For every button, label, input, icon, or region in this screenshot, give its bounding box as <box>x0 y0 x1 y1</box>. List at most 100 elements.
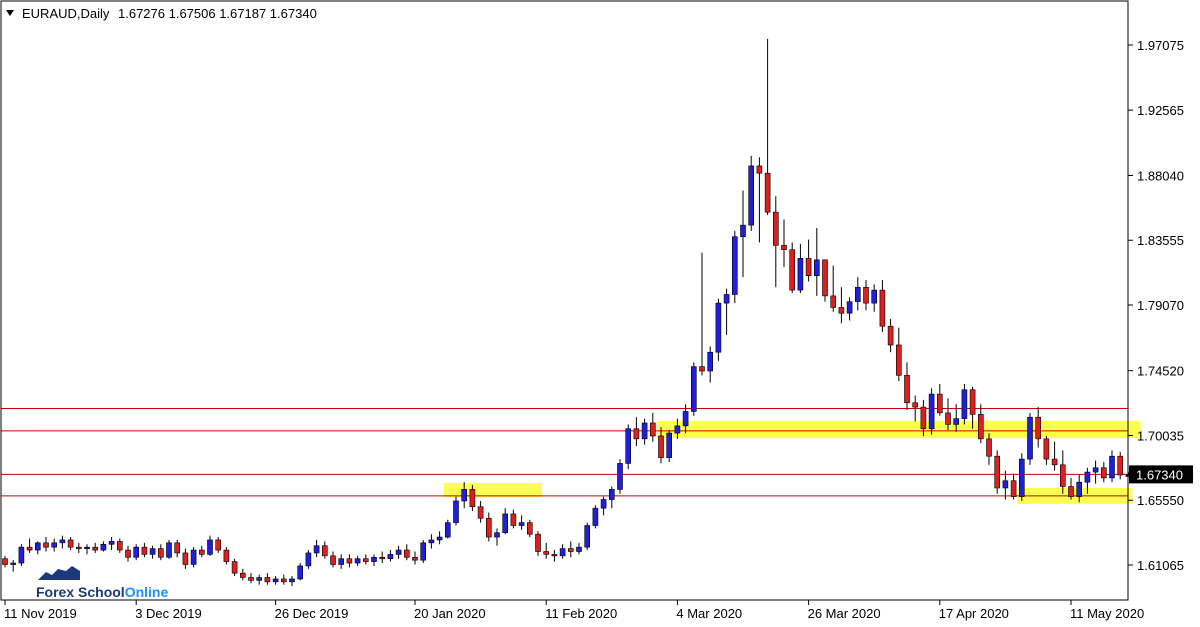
candle-body <box>100 543 107 551</box>
candle-body <box>567 548 574 552</box>
candle-body <box>395 549 402 555</box>
candle <box>190 547 197 568</box>
candle-body <box>174 542 180 554</box>
candle <box>240 568 246 581</box>
candle <box>264 573 271 585</box>
candle-body <box>502 513 509 534</box>
candle-body <box>166 542 172 558</box>
svg-text:Forex SchoolOnline: Forex SchoolOnline <box>36 584 168 600</box>
candle-body <box>969 389 976 415</box>
candle <box>223 547 230 565</box>
candle-body <box>1002 480 1009 489</box>
candle-body <box>936 393 943 414</box>
candle-body <box>912 402 919 408</box>
candle <box>510 509 517 529</box>
candle-body <box>133 546 139 558</box>
candle-body <box>986 438 992 457</box>
candle-body <box>354 558 361 564</box>
candle <box>1109 450 1115 483</box>
candle-body <box>543 551 550 555</box>
candle-body <box>740 224 746 237</box>
candle <box>436 531 443 545</box>
candle-body <box>510 513 517 526</box>
candle <box>158 544 164 561</box>
candle-body <box>1109 455 1115 479</box>
time-tick-label: 4 Mar 2020 <box>676 606 742 621</box>
candle-body <box>371 556 377 562</box>
candle-body <box>412 556 418 561</box>
candle-body <box>59 539 66 544</box>
candle <box>18 544 25 566</box>
logo-text-primary: Forex School <box>36 584 125 600</box>
dropdown-arrow-icon[interactable] <box>6 10 14 16</box>
brand-logo: Forex SchoolOnline <box>36 566 168 600</box>
candle-body <box>592 507 599 526</box>
candle <box>289 576 295 587</box>
candle <box>43 537 49 552</box>
candle <box>141 542 148 558</box>
candle-body <box>338 558 345 565</box>
logo-text-secondary: Online <box>125 584 169 600</box>
candle-body <box>346 558 353 564</box>
candle-body <box>649 422 656 437</box>
candle <box>117 538 123 553</box>
sr-zone <box>443 482 542 498</box>
candle <box>256 574 263 585</box>
candle <box>797 243 804 294</box>
candle-body <box>666 432 673 458</box>
candle <box>420 539 427 564</box>
candle <box>674 418 681 439</box>
candle <box>444 519 451 539</box>
candle-body <box>264 577 271 583</box>
candle-body <box>2 558 8 565</box>
price-tick-label: 1.92565 <box>1137 103 1184 118</box>
candle-body <box>67 539 74 548</box>
candle-body <box>313 545 320 554</box>
candle-body <box>715 302 722 353</box>
candle <box>682 404 689 434</box>
candle <box>559 544 566 559</box>
candle-body <box>215 539 221 551</box>
candle-body <box>444 522 451 538</box>
candle-body <box>576 546 582 552</box>
candle-body <box>526 522 533 535</box>
candle <box>67 537 74 551</box>
candle <box>592 505 599 529</box>
candle-body <box>1027 416 1033 460</box>
candle-body <box>838 307 845 314</box>
candle <box>1002 470 1009 500</box>
candle <box>756 157 763 243</box>
candle <box>362 554 369 565</box>
candle <box>879 280 886 333</box>
candle-body <box>1076 481 1082 497</box>
candle-body <box>92 546 98 551</box>
candle <box>280 574 287 585</box>
candle <box>781 219 787 268</box>
candle-body <box>403 549 410 558</box>
candle-body <box>781 245 787 250</box>
candle <box>912 395 919 422</box>
candle <box>838 287 845 324</box>
price-tick-label: 1.74520 <box>1137 364 1184 379</box>
candle <box>649 412 656 442</box>
candle-body <box>723 294 730 304</box>
candle-body <box>420 542 427 561</box>
plot-frame <box>0 0 1129 601</box>
price-tick-label: 1.70035 <box>1137 428 1184 443</box>
candle <box>936 383 943 416</box>
candle <box>715 298 722 361</box>
candle <box>494 528 500 546</box>
candle-body <box>18 546 25 564</box>
candle-body <box>461 489 468 502</box>
candle-body <box>321 545 328 557</box>
candle <box>805 239 812 282</box>
candle-body <box>141 546 148 555</box>
symbol-label: EURAUD,Daily <box>22 6 110 21</box>
time-tick-label: 26 Dec 2019 <box>275 606 349 621</box>
candle <box>600 496 607 516</box>
candle <box>313 539 320 558</box>
candle-body <box>1084 471 1091 483</box>
candle-body <box>10 562 16 565</box>
